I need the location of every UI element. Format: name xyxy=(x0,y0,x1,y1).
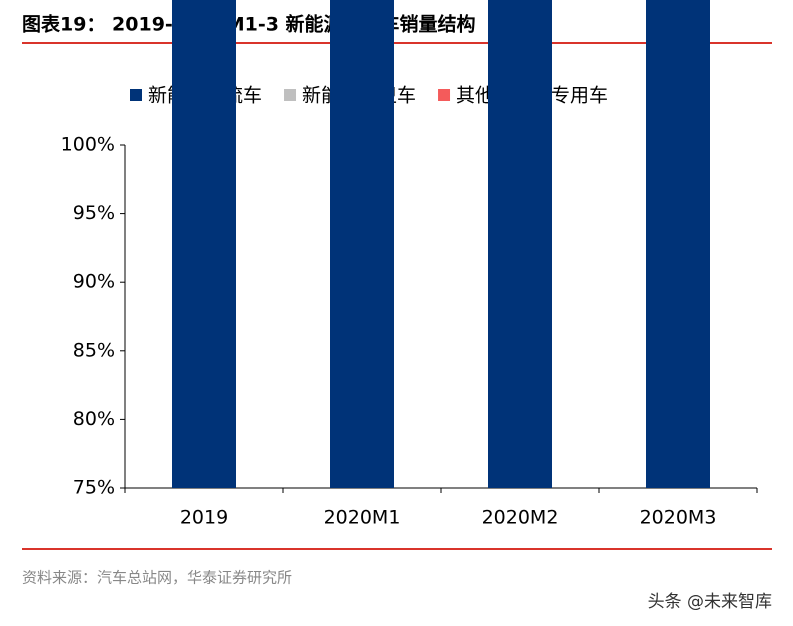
legend-swatch xyxy=(284,89,297,101)
y-tick-label: 100% xyxy=(61,134,115,156)
x-tick-label: 2020M3 xyxy=(640,507,717,529)
source: 资料来源：汽车总站网，华泰证券研究所 xyxy=(22,569,292,587)
x-tick-label: 2020M1 xyxy=(324,507,401,529)
y-tick-label: 85% xyxy=(73,339,115,361)
bar-segment xyxy=(646,0,710,488)
bar-segment xyxy=(488,0,552,489)
watermark: 头条 @未来智库 xyxy=(648,592,772,612)
chart-title: 图表19： 2019-2020M1-3 新能源专用车销量结构 xyxy=(22,13,476,36)
y-tick-label: 75% xyxy=(73,477,115,499)
bar-segment xyxy=(172,0,236,489)
x-tick-label: 2019 xyxy=(180,507,228,529)
y-tick-label: 90% xyxy=(73,271,115,293)
bar-segment xyxy=(330,0,394,488)
y-tick-label: 80% xyxy=(73,408,115,430)
legend-swatch xyxy=(130,89,142,101)
x-tick-label: 2020M2 xyxy=(482,507,559,529)
legend-swatch xyxy=(438,89,451,101)
y-tick-label: 95% xyxy=(73,202,115,224)
